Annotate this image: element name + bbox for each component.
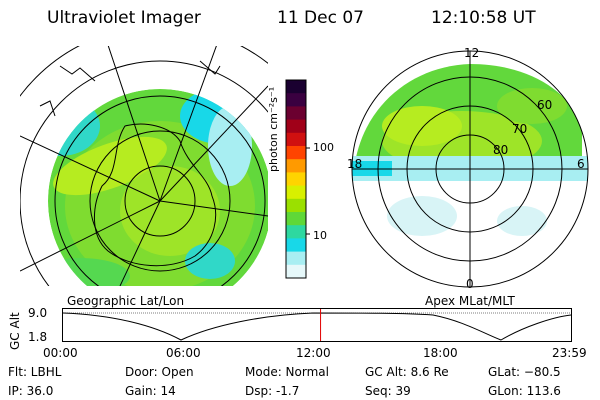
mlt-label-6: 6: [577, 157, 585, 171]
timeline-tick-2359: 23:59: [552, 346, 587, 360]
colorbar-band: [286, 93, 306, 107]
colorbar-band: [286, 106, 306, 121]
timeline-y-top: 9.0: [28, 306, 48, 320]
colorbar-tick-10: 10: [313, 229, 327, 242]
altitude-plot: [62, 309, 572, 341]
instrument-title: Ultraviolet Imager: [47, 8, 201, 28]
timeline-axis-title: GC Alt: [8, 312, 22, 350]
mlt-label-18: 18: [347, 157, 363, 171]
status-seq: Seq: 39: [365, 384, 411, 398]
magnetic-image: [351, 50, 589, 288]
status-glon: GLon: 113.6: [488, 384, 561, 398]
status-gc-alt: GC Alt: 8.6 Re: [365, 365, 449, 379]
status-flt: Flt: LBHL: [8, 365, 62, 379]
colorbar-band: [286, 264, 306, 279]
date-label: 11 Dec 07: [277, 8, 364, 28]
status-dsp: Dsp: -1.7: [245, 384, 300, 398]
timeline-tick-1200: 12:00: [296, 346, 331, 360]
colorbar-band: [286, 146, 306, 160]
geographic-panel-label: Geographic Lat/Lon: [67, 294, 185, 308]
mlt-label-12: 12: [464, 46, 480, 60]
aurora-geo-image: [48, 89, 268, 286]
status-door: Door: Open: [125, 365, 194, 379]
colorbar-band: [286, 185, 306, 200]
aurora-mag-image: [352, 64, 588, 236]
colorbar-band: [286, 119, 306, 134]
timeline-tick-0600: 06:00: [166, 346, 201, 360]
colorbar-band: [286, 198, 306, 213]
colorbar-tick-100: 100: [313, 141, 334, 154]
colorbar: [285, 79, 310, 279]
mlt-label-0: 0: [466, 277, 474, 291]
colorbar-band: [286, 238, 306, 253]
time-label: 12:10:58 UT: [431, 8, 536, 28]
magnetic-panel-label: Apex MLat/MLT: [425, 294, 515, 308]
timeline-tick-0000: 00:00: [43, 346, 78, 360]
colorbar-band: [286, 159, 306, 173]
status-glat: GLat: −80.5: [488, 365, 561, 379]
colorbar-unit-label: photon cm⁻²s⁻¹: [267, 86, 280, 172]
status-mode: Mode: Normal: [245, 365, 329, 379]
colorbar-band: [286, 172, 306, 187]
colorbar-band: [286, 80, 306, 94]
colorbar-band: [286, 132, 306, 147]
mlat-label-80: 80: [493, 143, 509, 157]
mlat-label-70: 70: [512, 122, 528, 136]
status-ip: IP: 36.0: [8, 384, 54, 398]
status-gain: Gain: 14: [125, 384, 176, 398]
timeline-y-bottom: 1.8: [28, 330, 48, 344]
colorbar-band: [286, 212, 306, 226]
geographic-image: [20, 46, 268, 286]
mlat-label-60: 60: [537, 98, 553, 112]
colorbar-band: [286, 251, 306, 266]
timeline-tick-1800: 18:00: [423, 346, 458, 360]
altitude-timeline[interactable]: [62, 308, 572, 342]
colorbar-band: [286, 225, 306, 239]
